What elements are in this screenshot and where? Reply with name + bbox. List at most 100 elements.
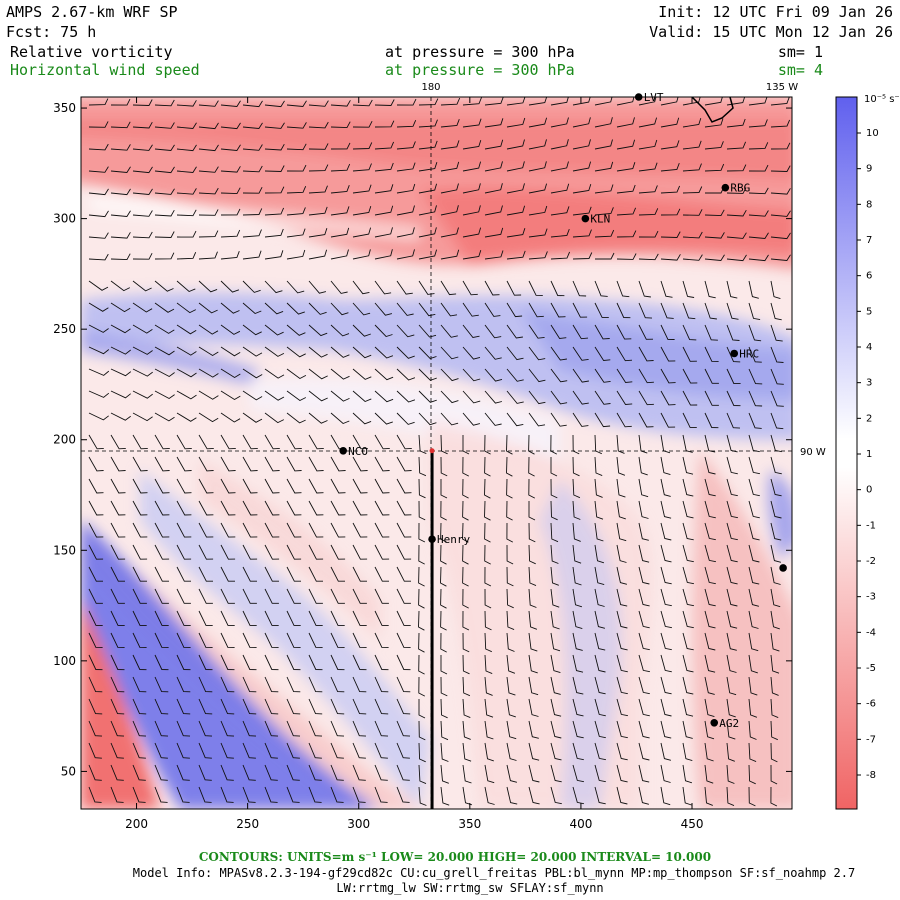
wind-barb: [682, 117, 702, 128]
wind-barb: [506, 390, 524, 404]
x-tick-label: 400: [569, 817, 592, 831]
wind-barb: [484, 205, 503, 216]
wind-barb: [154, 122, 175, 129]
wind-barb: [176, 230, 197, 238]
wind-barb: [594, 500, 604, 520]
wind-barb: [594, 346, 611, 361]
wind-barb: [616, 97, 635, 106]
wind-barb: [704, 478, 716, 497]
wind-barb: [616, 566, 628, 585]
wind-barb: [264, 302, 284, 315]
wind-barb: [264, 207, 285, 216]
wind-barb: [484, 183, 503, 194]
wind-barb: [330, 566, 345, 582]
wind-barb: [726, 786, 735, 807]
wind-barb: [616, 632, 628, 651]
wind-barb: [638, 500, 649, 519]
wind-barb: [286, 456, 302, 472]
wind-barb: [418, 632, 425, 653]
wind-barb: [88, 121, 109, 128]
colorbar-tick-label: -2: [866, 556, 876, 567]
wind-barb: [308, 121, 329, 129]
wind-barb: [352, 249, 371, 260]
wind-barb: [748, 566, 760, 585]
wind-barb: [374, 434, 390, 450]
wind-barb: [682, 231, 703, 239]
wind-barb: [374, 654, 389, 671]
wind-barb: [132, 478, 148, 494]
wind-barb: [572, 478, 581, 499]
wind-barb: [286, 100, 307, 107]
colorbar-tick-label: 0: [866, 485, 872, 496]
wind-barb: [308, 610, 323, 626]
wind-barb: [220, 566, 235, 582]
wind-barb: [682, 786, 692, 806]
wind-barb: [242, 208, 263, 216]
wind-barb: [594, 280, 608, 297]
wind-barb: [528, 117, 548, 128]
wind-barb: [440, 522, 447, 543]
wind-barb: [726, 698, 736, 718]
wind-barb: [638, 368, 654, 384]
wind-barb: [286, 249, 306, 260]
wind-barb: [594, 161, 614, 172]
wind-barb: [396, 676, 411, 693]
wind-barb: [132, 99, 153, 106]
wind-barb: [748, 232, 769, 239]
y-tick-label: 250: [53, 322, 76, 336]
wind-barb: [506, 698, 516, 718]
y-tick-label: 350: [53, 101, 76, 115]
wind-barb: [242, 676, 257, 693]
wind-barb: [176, 698, 191, 715]
wind-barb: [418, 162, 438, 172]
wind-barb: [704, 786, 713, 806]
wind-barb: [110, 654, 125, 671]
wind-barb: [682, 742, 693, 762]
wind-barb: [88, 632, 103, 649]
wind-barb: [704, 412, 719, 429]
wind-barb: [330, 676, 345, 693]
wind-barb: [462, 183, 481, 194]
wind-barb: [726, 478, 738, 497]
wind-barb: [220, 368, 241, 379]
wind-barb: [286, 676, 301, 693]
wind-barb: [748, 434, 760, 453]
wind-barb: [220, 742, 234, 759]
wind-barb: [352, 324, 371, 337]
wind-barb: [396, 183, 416, 194]
wind-barb: [154, 588, 169, 604]
wind-barb: [110, 390, 131, 399]
wind-barb: [440, 140, 460, 150]
wind-barb: [484, 324, 502, 339]
wind-barb: [572, 456, 580, 477]
wind-barb: [484, 632, 492, 653]
wind-barb: [176, 500, 192, 516]
wind-barb: [484, 161, 503, 172]
wind-barb: [484, 227, 504, 238]
wind-barb: [616, 500, 626, 520]
wind-barb: [308, 566, 323, 582]
wind-barb: [176, 346, 197, 356]
wind-barb: [374, 698, 389, 715]
wind-barb: [572, 324, 589, 340]
wind-barb: [198, 632, 213, 649]
wind-barb: [528, 654, 538, 674]
wind-barb: [110, 121, 131, 129]
wind-barb: [330, 142, 351, 150]
station-marker: [634, 93, 643, 101]
wind-barb: [770, 390, 784, 407]
wind-barb: [528, 676, 539, 696]
wind-barb: [88, 698, 103, 715]
wind-barb: [616, 588, 628, 607]
station-marker: [428, 535, 436, 544]
wind-barb: [440, 479, 448, 499]
wind-barb: [396, 544, 412, 560]
wind-barb: [770, 544, 782, 563]
wind-barb: [638, 588, 650, 607]
wind-barb: [176, 434, 192, 450]
wind-barb: [484, 654, 493, 675]
wind-barb: [572, 302, 588, 318]
wind-barb: [286, 478, 302, 494]
wind-barb: [308, 764, 322, 781]
wind-barb: [572, 97, 591, 106]
